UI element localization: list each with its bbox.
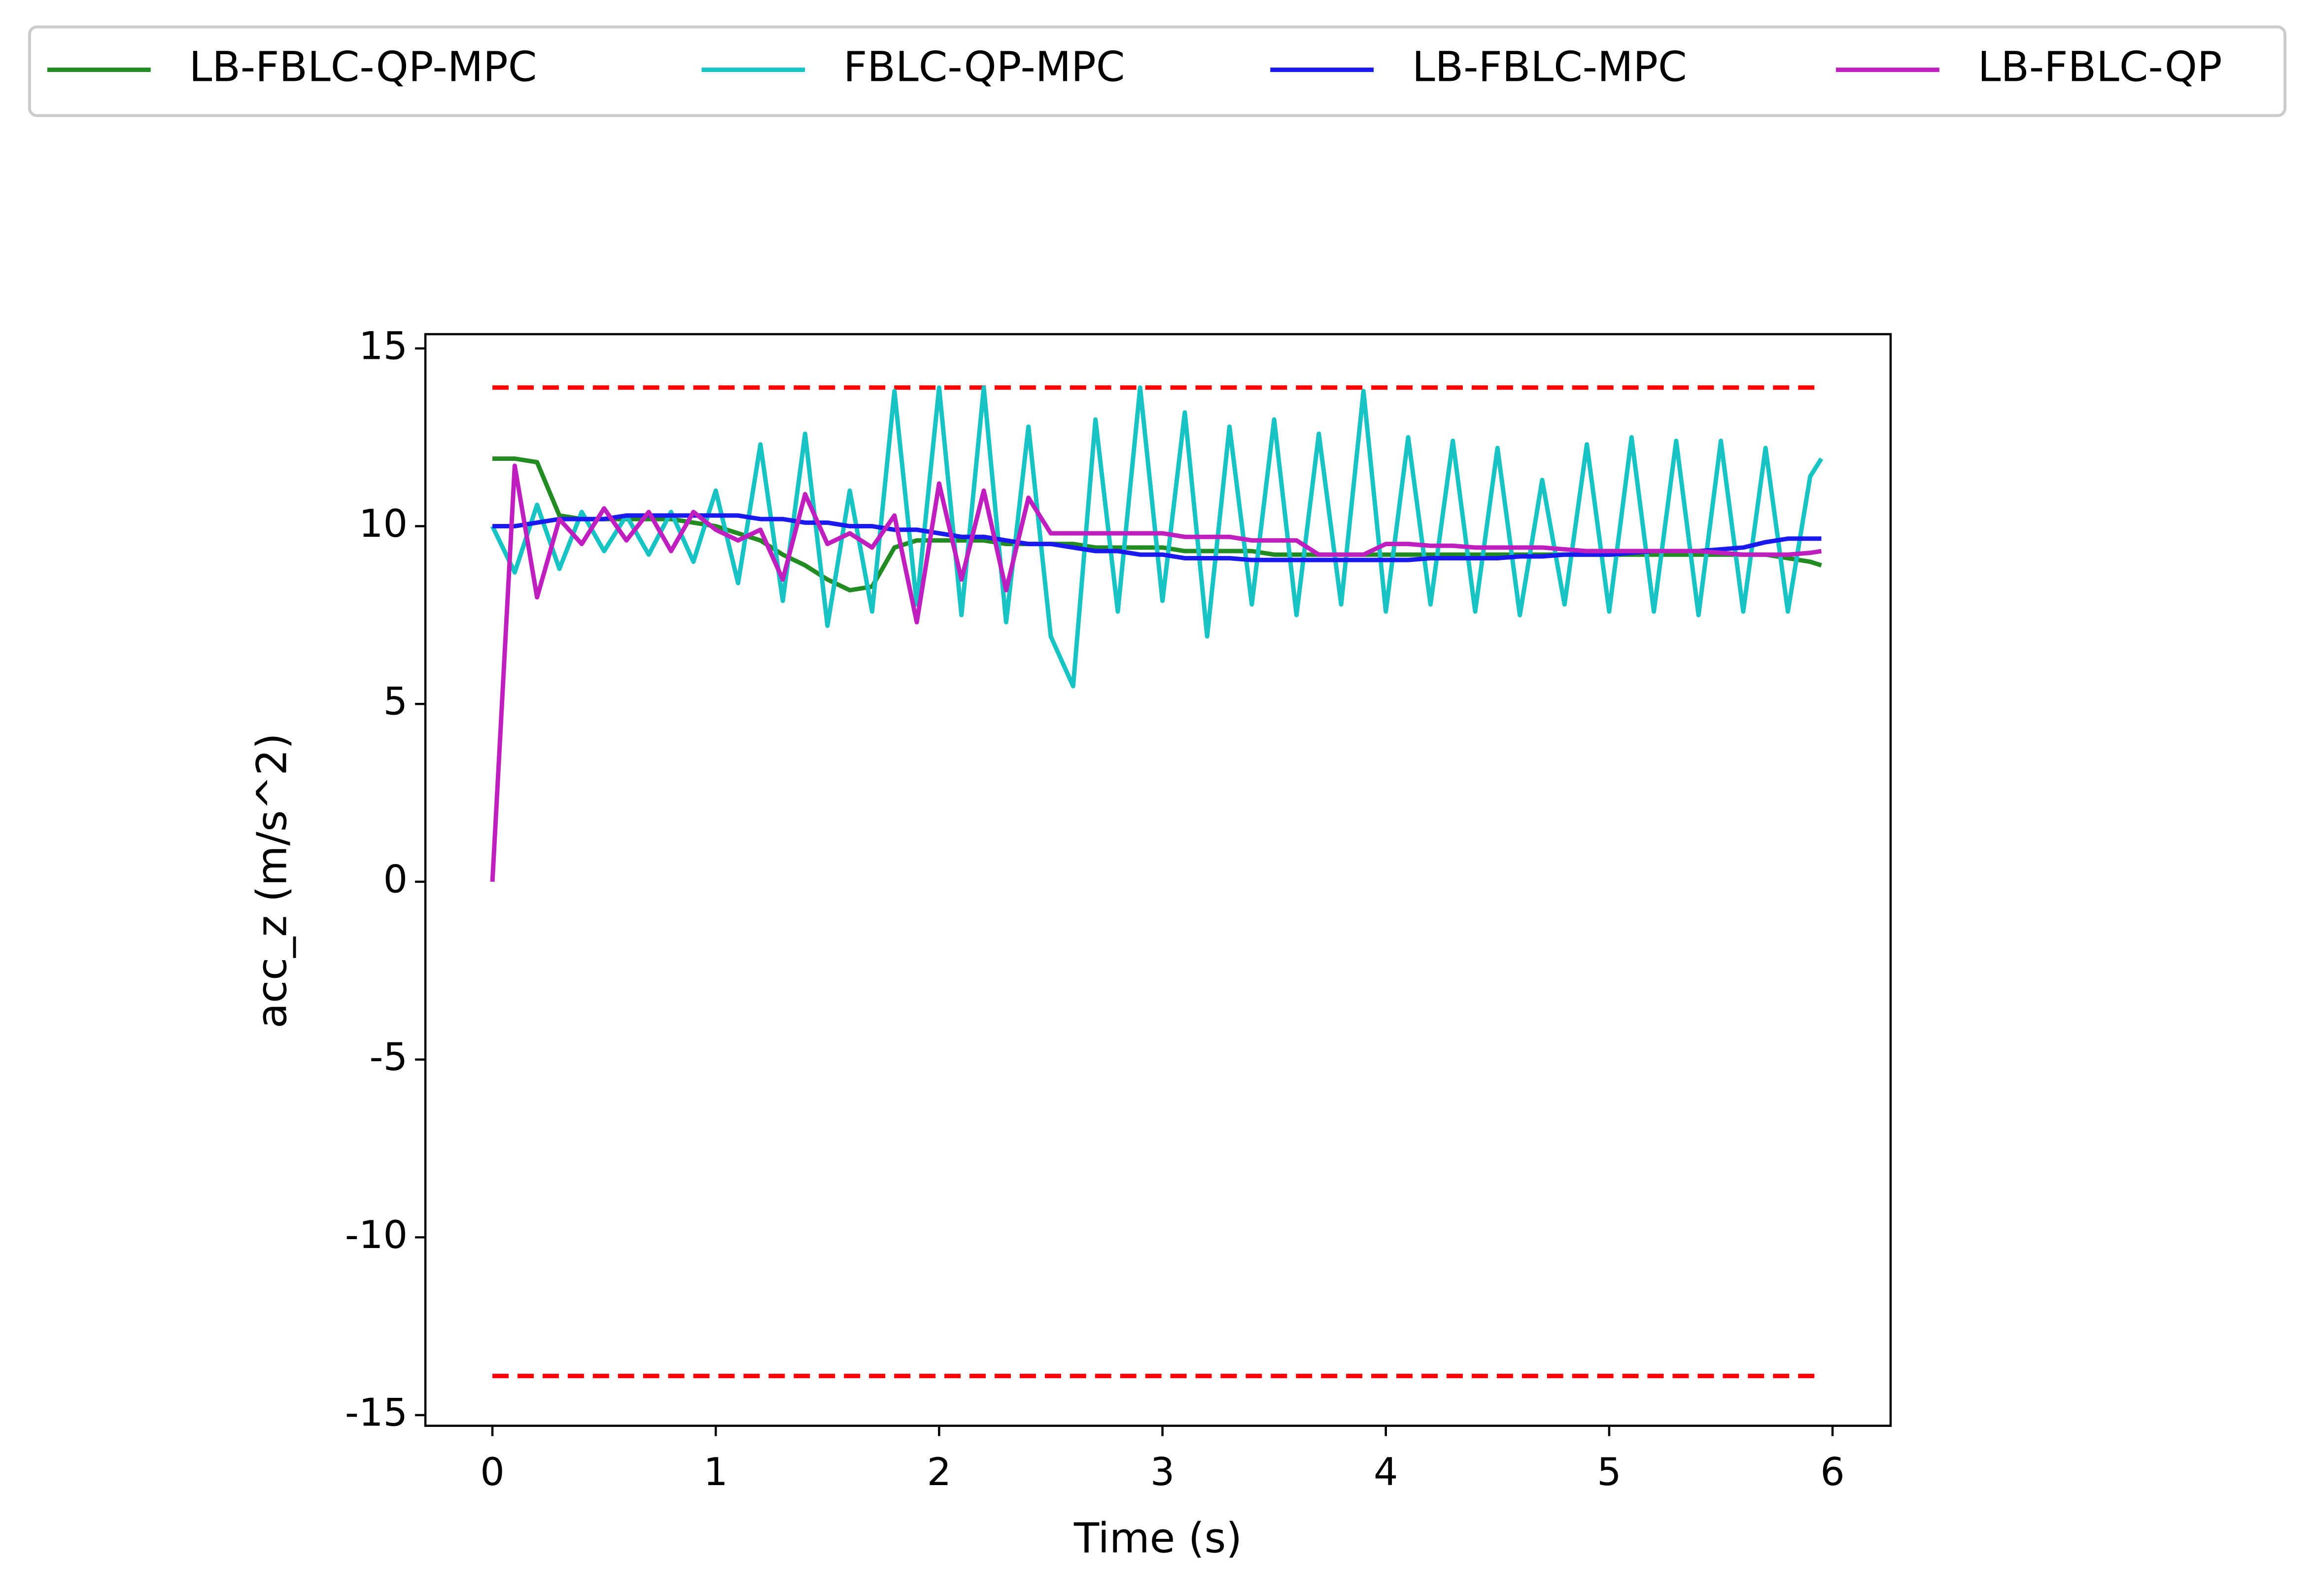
x-tick-label: 4 [1374, 1450, 1398, 1494]
y-tick-label: 0 [383, 857, 408, 902]
y-tick-label: 10 [359, 502, 408, 546]
legend-box [28, 25, 2287, 117]
x-tick-label: 3 [1150, 1450, 1175, 1494]
legend-label: LB-FBLC-QP-MPC [189, 43, 537, 91]
series-line [490, 385, 1824, 689]
y-tick-label: 5 [383, 680, 408, 724]
legend-label: LB-FBLC-QP [1978, 43, 2222, 91]
x-axis-label: Time (s) [1073, 1514, 1242, 1562]
y-tick-label: -15 [345, 1390, 408, 1435]
y-tick-label: 15 [359, 324, 408, 368]
y-axis-label: acc_z (m/s^2) [247, 733, 296, 1028]
plot-area [490, 385, 1824, 1379]
legend-label: FBLC-QP-MPC [843, 43, 1125, 91]
y-tick-label: -10 [345, 1213, 408, 1257]
series-line [492, 513, 1822, 562]
x-tick-label: 0 [480, 1450, 505, 1494]
legend-label: LB-FBLC-MPC [1412, 43, 1687, 91]
y-tick-label: -5 [369, 1035, 408, 1079]
series-line [490, 463, 1822, 882]
x-tick-label: 5 [1597, 1450, 1622, 1494]
axes-frame [424, 333, 1892, 1427]
x-tick-label: 2 [927, 1450, 952, 1494]
x-tick-label: 1 [703, 1450, 728, 1494]
x-tick-label: 6 [1820, 1450, 1845, 1494]
